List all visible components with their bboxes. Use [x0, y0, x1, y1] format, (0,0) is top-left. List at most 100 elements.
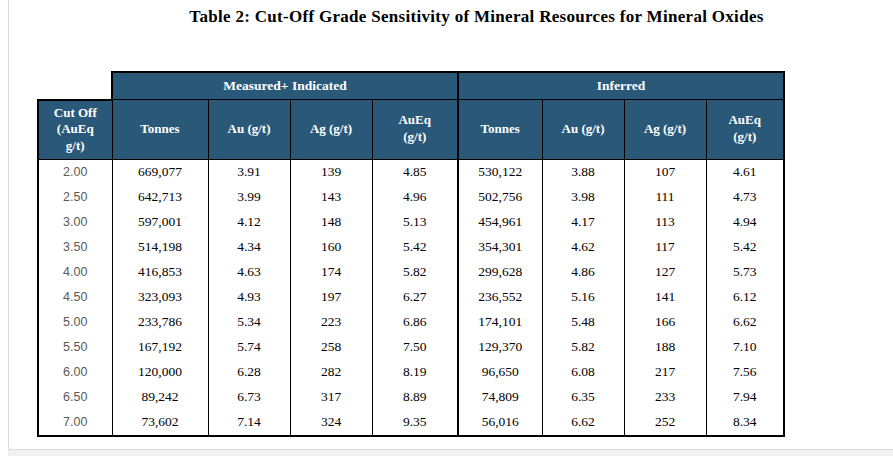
table-row: 4.00416,8534.631745.82299,6284.861275.73 [38, 260, 784, 285]
data-value-cell: 324 [290, 410, 372, 436]
data-value-cell: 7.10 [706, 335, 784, 360]
data-value-cell: 514,198 [112, 235, 208, 260]
data-value-cell: 669,077 [112, 159, 208, 185]
data-value-cell: 89,242 [112, 385, 208, 410]
column-header-au-inf: Au (g/t) [542, 100, 624, 160]
corner-spacer [38, 72, 112, 100]
data-value-cell: 233,786 [112, 310, 208, 335]
data-value-cell: 7.50 [372, 335, 458, 360]
data-value-cell: 597,001 [112, 210, 208, 235]
data-value-cell: 96,650 [458, 360, 542, 385]
data-value-cell: 9.35 [372, 410, 458, 436]
cutoff-sensitivity-table: Measured+ Indicated Inferred Cut Off (Au… [37, 71, 785, 437]
data-value-cell: 530,122 [458, 159, 542, 185]
data-value-cell: 127 [624, 260, 706, 285]
data-value-cell: 282 [290, 360, 372, 385]
data-value-cell: 8.34 [706, 410, 784, 436]
data-value-cell: 6.86 [372, 310, 458, 335]
table-row: 5.00233,7865.342236.86174,1015.481666.62 [38, 310, 784, 335]
data-value-cell: 120,000 [112, 360, 208, 385]
data-value-cell: 5.73 [706, 260, 784, 285]
data-value-cell: 3.98 [542, 185, 624, 210]
data-value-cell: 166 [624, 310, 706, 335]
column-header-row: Cut Off (AuEq g/t) Tonnes Au (g/t) Ag (g… [38, 100, 784, 160]
data-value-cell: 6.08 [542, 360, 624, 385]
data-value-cell: 6.35 [542, 385, 624, 410]
data-value-cell: 7.14 [208, 410, 290, 436]
data-value-cell: 5.13 [372, 210, 458, 235]
data-value-cell: 5.42 [372, 235, 458, 260]
data-value-cell: 4.63 [208, 260, 290, 285]
data-value-cell: 4.34 [208, 235, 290, 260]
data-value-cell: 7.94 [706, 385, 784, 410]
table-row: 3.00597,0014.121485.13454,9614.171134.94 [38, 210, 784, 235]
data-value-cell: 416,853 [112, 260, 208, 285]
data-value-cell: 4.86 [542, 260, 624, 285]
data-value-cell: 223 [290, 310, 372, 335]
data-value-cell: 4.12 [208, 210, 290, 235]
data-value-cell: 5.82 [542, 335, 624, 360]
data-value-cell: 6.62 [706, 310, 784, 335]
table-row: 6.5089,2426.733178.8974,8096.352337.94 [38, 385, 784, 410]
data-value-cell: 197 [290, 285, 372, 310]
data-value-cell: 4.85 [372, 159, 458, 185]
data-value-cell: 299,628 [458, 260, 542, 285]
data-value-cell: 5.74 [208, 335, 290, 360]
data-value-cell: 167,192 [112, 335, 208, 360]
data-value-cell: 5.34 [208, 310, 290, 335]
data-value-cell: 6.62 [542, 410, 624, 436]
data-value-cell: 6.27 [372, 285, 458, 310]
table-body: 2.00669,0773.911394.85530,1223.881074.61… [38, 159, 784, 436]
cutoff-value-cell: 7.00 [38, 410, 112, 436]
data-value-cell: 6.73 [208, 385, 290, 410]
column-header-aueq-mi: AuEq (g/t) [372, 100, 458, 160]
data-value-cell: 8.89 [372, 385, 458, 410]
data-value-cell: 139 [290, 159, 372, 185]
cutoff-value-cell: 5.00 [38, 310, 112, 335]
cutoff-value-cell: 3.50 [38, 235, 112, 260]
data-value-cell: 113 [624, 210, 706, 235]
data-value-cell: 143 [290, 185, 372, 210]
data-value-cell: 4.96 [372, 185, 458, 210]
cutoff-value-cell: 3.00 [38, 210, 112, 235]
data-value-cell: 252 [624, 410, 706, 436]
data-value-cell: 5.48 [542, 310, 624, 335]
data-value-cell: 8.19 [372, 360, 458, 385]
data-value-cell: 188 [624, 335, 706, 360]
cutoff-value-cell: 6.00 [38, 360, 112, 385]
data-value-cell: 141 [624, 285, 706, 310]
data-value-cell: 323,093 [112, 285, 208, 310]
data-value-cell: 4.73 [706, 185, 784, 210]
column-header-cutoff: Cut Off (AuEq g/t) [38, 100, 112, 160]
data-value-cell: 6.12 [706, 285, 784, 310]
data-value-cell: 233 [624, 385, 706, 410]
data-value-cell: 117 [624, 235, 706, 260]
column-header-ag-inf: Ag (g/t) [624, 100, 706, 160]
group-header-row: Measured+ Indicated Inferred [38, 72, 784, 100]
data-value-cell: 174 [290, 260, 372, 285]
data-value-cell: 129,370 [458, 335, 542, 360]
table-row: 2.00669,0773.911394.85530,1223.881074.61 [38, 159, 784, 185]
data-value-cell: 4.93 [208, 285, 290, 310]
data-value-cell: 5.16 [542, 285, 624, 310]
data-value-cell: 174,101 [458, 310, 542, 335]
data-value-cell: 3.88 [542, 159, 624, 185]
data-value-cell: 5.82 [372, 260, 458, 285]
table-row: 3.50514,1984.341605.42354,3014.621175.42 [38, 235, 784, 260]
group-header-inferred: Inferred [458, 72, 784, 100]
table-container: Measured+ Indicated Inferred Cut Off (Au… [37, 71, 785, 437]
data-value-cell: 642,713 [112, 185, 208, 210]
document-page: { "title": "Table 2: Cut-Off Grade Sensi… [0, 0, 893, 456]
data-value-cell: 4.61 [706, 159, 784, 185]
data-value-cell: 111 [624, 185, 706, 210]
data-value-cell: 502,756 [458, 185, 542, 210]
data-value-cell: 3.99 [208, 185, 290, 210]
page-bottom-edge [8, 449, 893, 456]
data-value-cell: 236,552 [458, 285, 542, 310]
column-header-au-mi: Au (g/t) [208, 100, 290, 160]
cutoff-value-cell: 5.50 [38, 335, 112, 360]
data-value-cell: 56,016 [458, 410, 542, 436]
column-header-ag-mi: Ag (g/t) [290, 100, 372, 160]
data-value-cell: 258 [290, 335, 372, 360]
column-header-tonnes-inf: Tonnes [458, 100, 542, 160]
